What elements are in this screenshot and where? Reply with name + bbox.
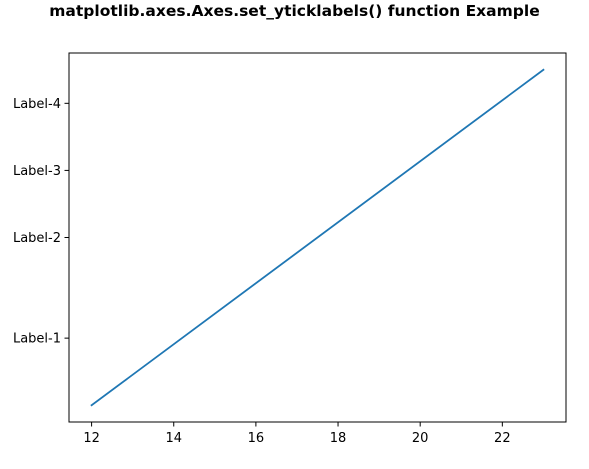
y-tick-label: Label-2 xyxy=(13,231,61,246)
x-tick-label: 18 xyxy=(330,431,347,446)
x-tick-label: 22 xyxy=(494,431,511,446)
y-tick-label: Label-3 xyxy=(13,164,61,179)
x-tick-label: 20 xyxy=(412,431,429,446)
axes-frame xyxy=(68,52,567,423)
x-axis-ticks: 12 14 16 18 20 22 xyxy=(83,422,511,446)
series-layer xyxy=(90,68,545,407)
y-tick-label: Label-1 xyxy=(13,332,61,347)
x-tick-label: 16 xyxy=(248,431,265,446)
x-tick-label: 14 xyxy=(165,431,182,446)
x-tick-label: 12 xyxy=(83,431,100,446)
series-line xyxy=(90,68,545,407)
y-tick-label: Label-4 xyxy=(13,97,61,112)
chart-title: matplotlib.axes.Axes.set_yticklabels() f… xyxy=(49,2,540,20)
y-axis-ticks: Label-1 Label-2 Label-3 Label-4 xyxy=(13,97,69,347)
